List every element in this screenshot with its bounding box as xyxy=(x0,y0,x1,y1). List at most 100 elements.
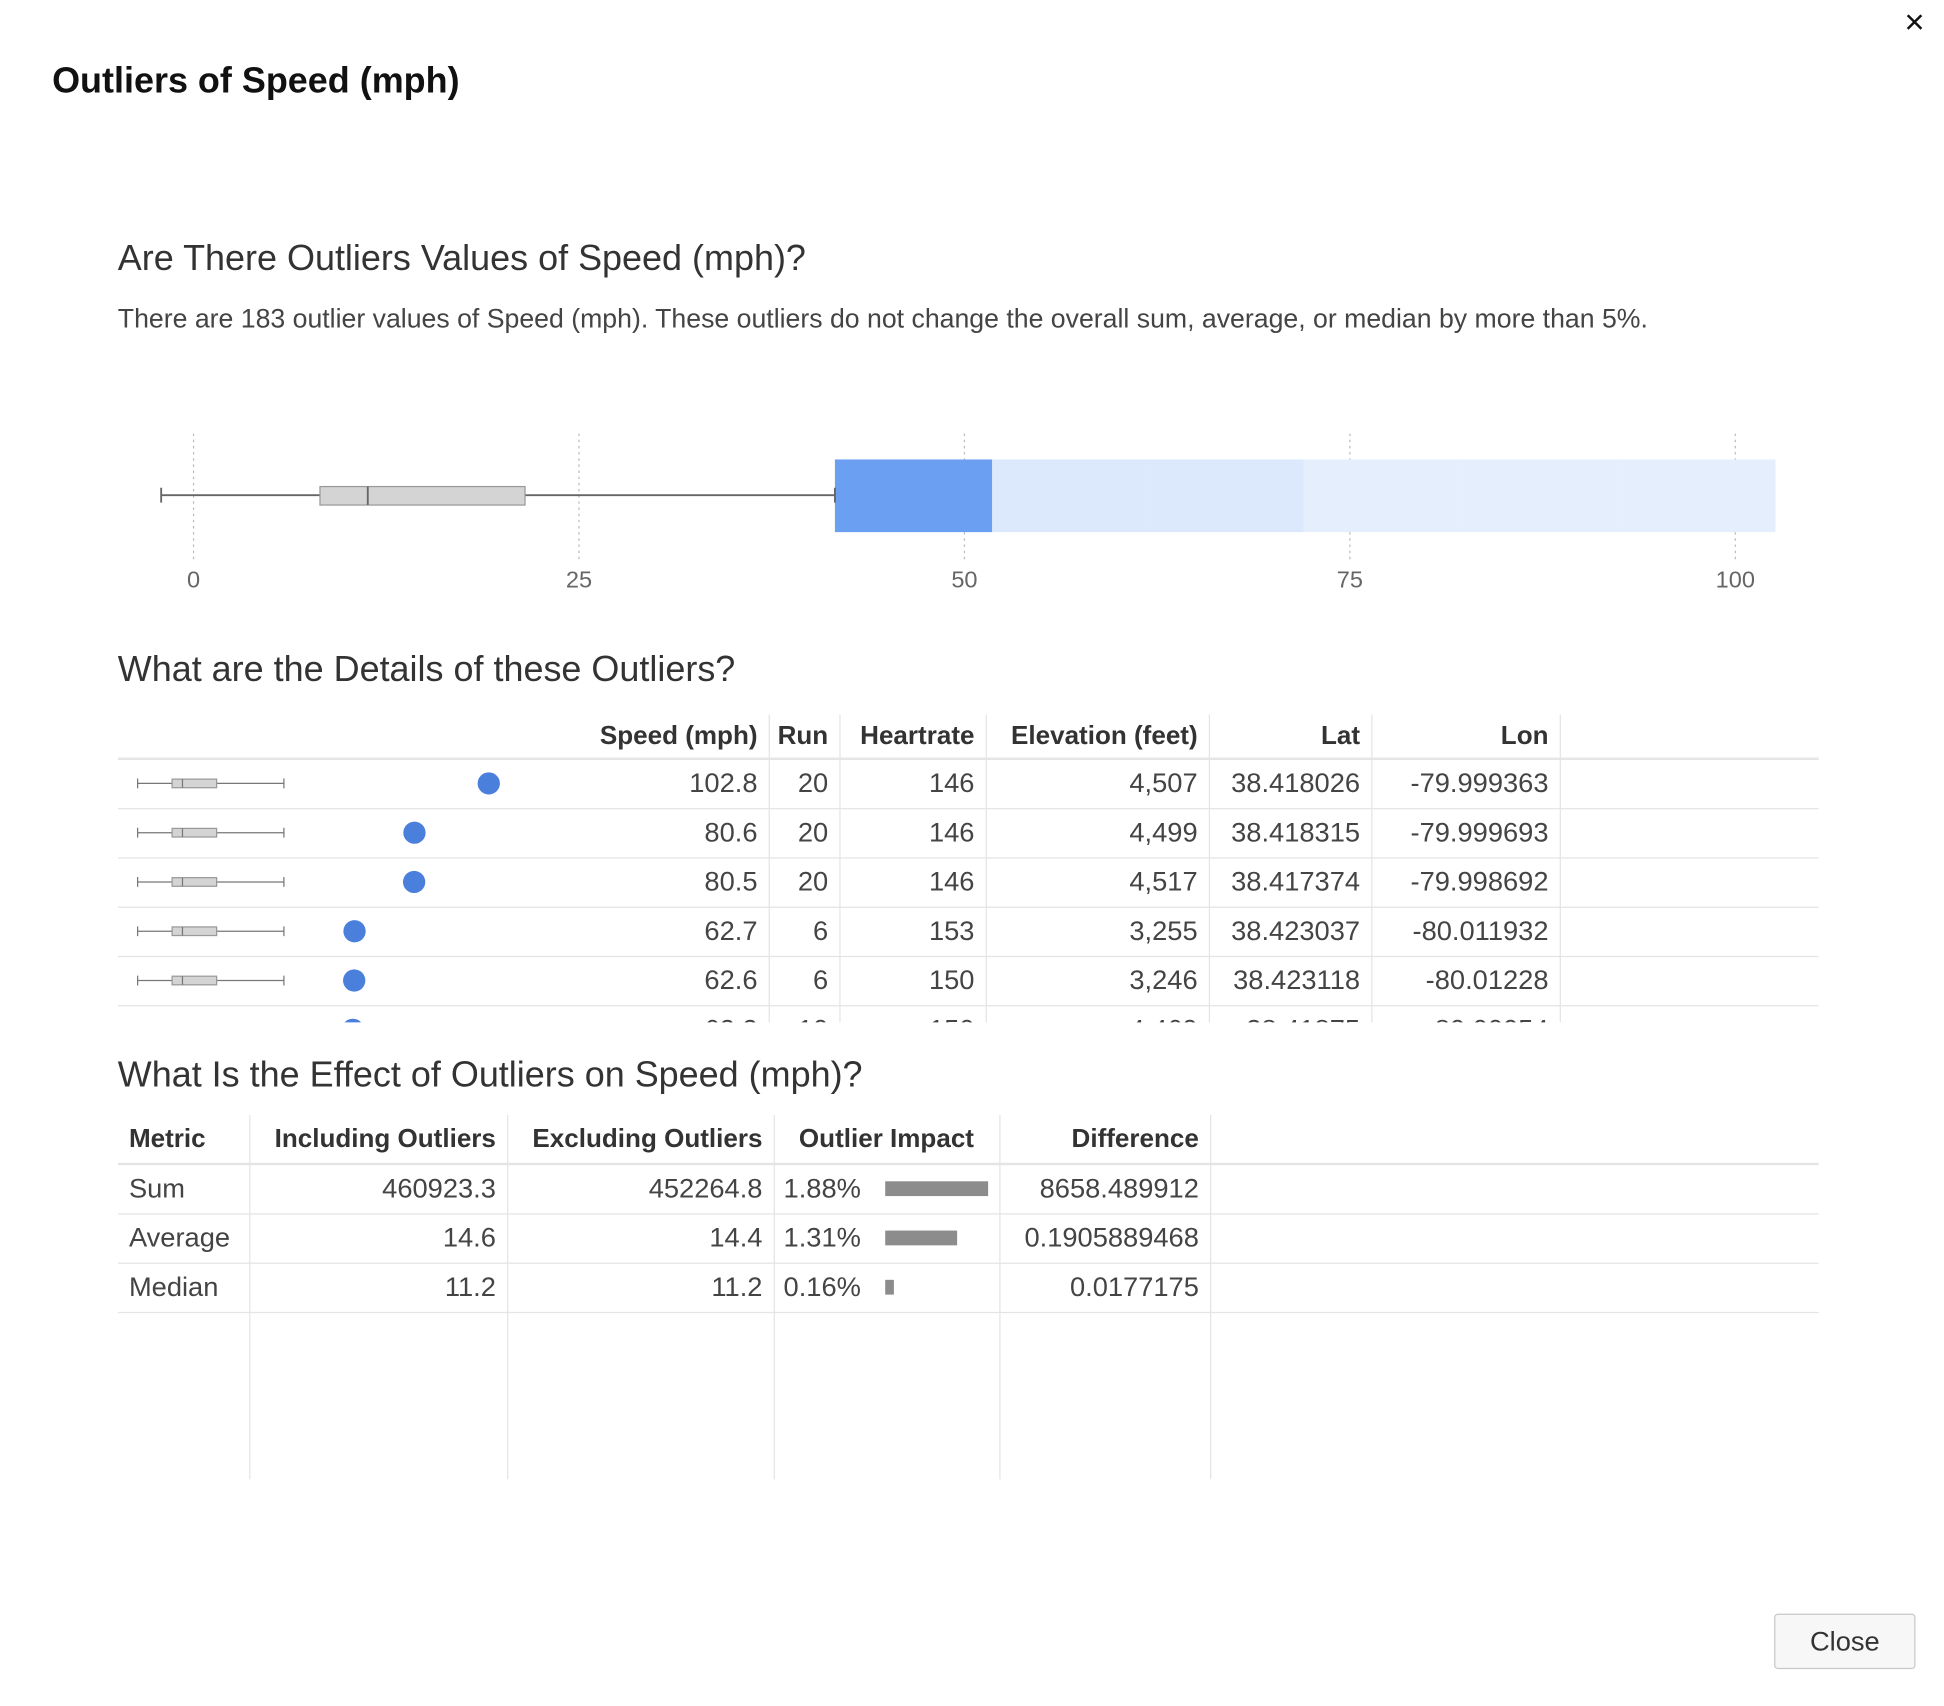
x-tick-label: 0 xyxy=(187,567,200,593)
table-cell: 38.418315 xyxy=(1231,816,1361,848)
column-border xyxy=(999,1114,1001,1480)
table-cell: Average xyxy=(128,1221,231,1253)
row-border xyxy=(117,1262,1819,1264)
row-sparkline xyxy=(136,920,366,943)
row-border xyxy=(117,758,1819,761)
column-border xyxy=(773,1114,775,1480)
table-cell: 150 xyxy=(839,1005,985,1023)
row-border xyxy=(117,1213,1819,1215)
table-cell: 460923.3 xyxy=(382,1172,496,1204)
table-cell: 38.41875 xyxy=(1209,1005,1371,1023)
table-cell: 80.5 xyxy=(704,865,758,897)
section-heading: What are the Details of these Outliers? xyxy=(117,650,736,690)
table-cell: 14.4 xyxy=(709,1221,763,1253)
column-border xyxy=(985,714,987,1023)
effect-table: Metric Including Outliers Excluding Outlie… xyxy=(117,1114,1819,1480)
row-sparkline xyxy=(136,821,426,844)
table-cell: 38.418026 xyxy=(1231,767,1361,799)
close-icon[interactable]: × xyxy=(1904,2,1925,41)
table-cell: -79.999693 xyxy=(1410,816,1549,848)
column-header: Lon xyxy=(1500,721,1549,751)
table-cell: 80.6 xyxy=(704,816,758,848)
table-cell: Median xyxy=(128,1271,219,1303)
outlier-bin xyxy=(1460,459,1619,533)
row-border xyxy=(117,1164,1819,1166)
column-border xyxy=(839,714,841,1023)
x-tick-label: 25 xyxy=(566,567,592,593)
table-cell: 62.7 xyxy=(704,915,758,947)
column-border xyxy=(1208,714,1211,1023)
description: There are 183 outlier values of Speed (m… xyxy=(117,304,1648,334)
column-border xyxy=(768,714,770,1023)
column-header: Run xyxy=(777,721,829,751)
outlier-dot xyxy=(344,1018,362,1023)
table-cell: 0.0177175 xyxy=(1069,1271,1199,1303)
table-cell: 20 xyxy=(797,865,829,897)
table-cell: 62.6 xyxy=(704,964,758,996)
column-border xyxy=(507,1114,509,1480)
table-cell: 6 xyxy=(812,915,829,947)
table-cell: 38.423118 xyxy=(1233,964,1361,996)
table-cell: 3,255 xyxy=(1129,915,1198,947)
table-cell: -80.011932 xyxy=(1412,915,1549,947)
table-cell: 153 xyxy=(928,915,975,947)
table-cell: 4,469 xyxy=(986,1005,1209,1023)
table-cell: 146 xyxy=(928,865,975,897)
row-border xyxy=(117,808,1819,810)
column-header: Including Outliers xyxy=(274,1124,496,1153)
table-cell: 4,517 xyxy=(1129,865,1198,897)
table-cell: 1.31% xyxy=(783,1221,861,1253)
row-border xyxy=(117,1162,1819,1165)
column-border xyxy=(249,1114,251,1480)
impact-bar xyxy=(885,1181,988,1197)
dialog-title: Outliers of Speed (mph) xyxy=(52,61,460,102)
table-cell: -79.998692 xyxy=(1410,865,1549,897)
outlier-dot xyxy=(477,772,500,795)
column-header: Metric xyxy=(128,1124,206,1153)
table-cell: 38.417374 xyxy=(1231,865,1361,897)
table-cell: 6 xyxy=(812,964,829,996)
table-cell: -79.999363 xyxy=(1410,767,1549,799)
column-border xyxy=(1559,714,1561,1023)
outlier-bin xyxy=(1147,459,1304,533)
outlier-dot xyxy=(343,969,366,992)
column-header: Heartrate xyxy=(860,721,975,751)
box xyxy=(171,926,218,937)
impact-bar xyxy=(885,1230,957,1246)
table-cell: 38.423037 xyxy=(1231,915,1361,947)
table-cell: 10 xyxy=(769,1005,840,1023)
table-cell: 146 xyxy=(928,767,975,799)
outlier-dot xyxy=(343,920,366,943)
row-sparkline xyxy=(344,1018,362,1023)
table-cell: Sum xyxy=(128,1172,186,1204)
close-button[interactable]: Close xyxy=(1774,1613,1916,1670)
table-cell: 1.88% xyxy=(783,1172,861,1204)
column-header: Outlier Impact xyxy=(798,1124,974,1153)
table-cell: 11.2 xyxy=(711,1271,763,1303)
table-cell: 20 xyxy=(797,816,829,848)
table-cell: 4,499 xyxy=(1129,816,1198,848)
column-border xyxy=(1210,1114,1212,1480)
outlier-bin xyxy=(1618,459,1776,533)
outlier-bin xyxy=(992,459,1148,533)
row-border xyxy=(117,955,1819,958)
table-cell: 8658.489912 xyxy=(1039,1172,1199,1204)
table-cell: 4,507 xyxy=(1129,767,1198,799)
section-heading: What Is the Effect of Outliers on Speed … xyxy=(117,1055,863,1096)
row-border xyxy=(117,906,1819,908)
table-cell: 150 xyxy=(928,964,975,996)
column-header: Lat xyxy=(1321,721,1361,751)
column-border xyxy=(1371,714,1373,1023)
box xyxy=(319,485,526,506)
box xyxy=(171,877,218,887)
table-cell: 102.8 xyxy=(689,767,758,799)
table-cell: 62.2 xyxy=(558,1005,769,1023)
row-sparkline xyxy=(136,969,366,992)
table-cell: -80.00054 xyxy=(1371,1005,1559,1023)
table-cell: 146 xyxy=(928,816,975,848)
table-cell: -80.01228 xyxy=(1425,964,1549,996)
column-header: Elevation (feet) xyxy=(1011,721,1198,751)
x-tick-label: 75 xyxy=(1337,567,1363,593)
